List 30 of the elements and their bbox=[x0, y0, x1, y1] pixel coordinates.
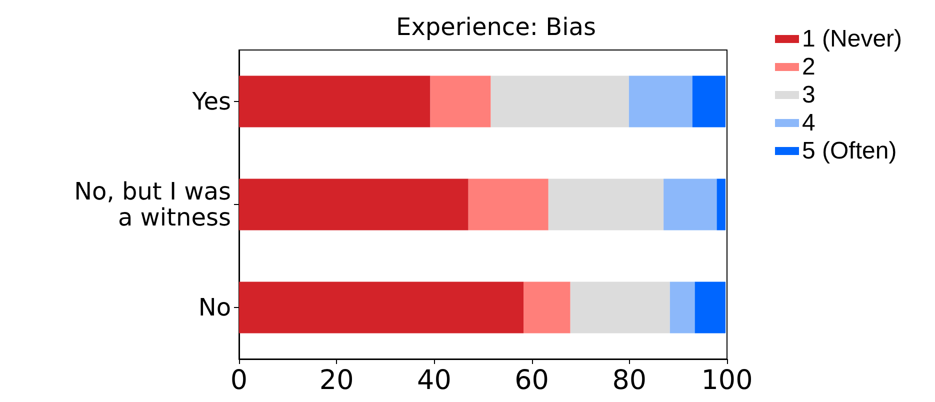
bar bbox=[716, 178, 726, 230]
bar bbox=[239, 178, 468, 230]
x-tick-label: 80 bbox=[612, 365, 647, 396]
y-tick-label: Yes bbox=[191, 88, 231, 116]
legend-label: 4 bbox=[802, 110, 816, 136]
legend-label: 3 bbox=[802, 82, 816, 108]
bar bbox=[239, 282, 524, 334]
bar bbox=[524, 282, 570, 334]
x-tick-label: 40 bbox=[417, 365, 452, 396]
x-tick-label: 60 bbox=[514, 365, 549, 396]
chart-title: Experience: Bias bbox=[396, 13, 596, 41]
bar bbox=[664, 178, 717, 230]
bar bbox=[694, 282, 726, 334]
y-tick-label: No, but I was a witness bbox=[74, 178, 231, 232]
bar bbox=[670, 282, 695, 334]
bar bbox=[548, 178, 664, 230]
y-tick-label: No bbox=[198, 294, 231, 322]
legend-label: 1 (Never) bbox=[802, 26, 902, 52]
bar bbox=[628, 76, 692, 128]
legend-label: 2 bbox=[802, 54, 816, 80]
bar bbox=[490, 76, 629, 128]
bar bbox=[570, 282, 670, 334]
bar bbox=[692, 76, 726, 128]
x-tick-label: 0 bbox=[230, 365, 248, 396]
x-tick-label: 20 bbox=[319, 365, 354, 396]
legend-label: 5 (Often) bbox=[802, 138, 897, 164]
bar bbox=[239, 76, 430, 128]
bar bbox=[468, 178, 548, 230]
bar bbox=[430, 76, 491, 128]
x-tick-label: 100 bbox=[701, 365, 753, 396]
